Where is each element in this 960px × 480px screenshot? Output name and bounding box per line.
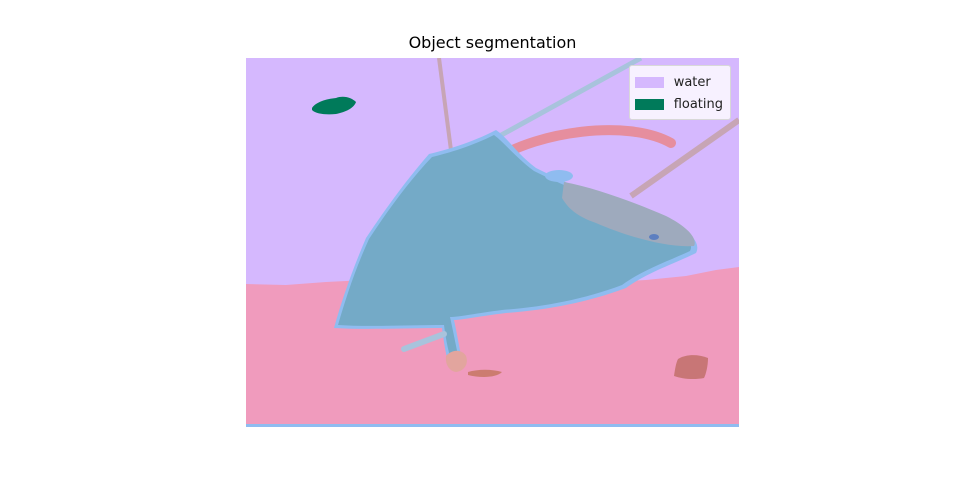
base-streak [468, 369, 502, 377]
segmentation-image: water floating [246, 58, 739, 427]
main-object-body [338, 135, 692, 366]
rod-upper [494, 58, 643, 141]
base-rod [401, 331, 447, 352]
legend-item-floating: floating [634, 93, 723, 115]
legend-swatch-water [634, 76, 664, 88]
legend-swatch-floating [634, 98, 664, 110]
legend-item-water: water [634, 71, 723, 93]
legend-label-floating: floating [673, 96, 723, 112]
floating-blob [312, 96, 356, 115]
rod-left [437, 58, 454, 159]
figure-title: Object segmentation [408, 33, 577, 52]
legend: water floating [628, 65, 731, 120]
wing-segment [562, 182, 695, 247]
base-blob [445, 350, 467, 372]
small-patch [545, 170, 573, 182]
wing-dot [649, 234, 659, 240]
legend-label-water: water [673, 74, 711, 90]
rod-right [629, 117, 739, 199]
small-blob [674, 355, 708, 380]
bottom-edge [246, 424, 739, 427]
